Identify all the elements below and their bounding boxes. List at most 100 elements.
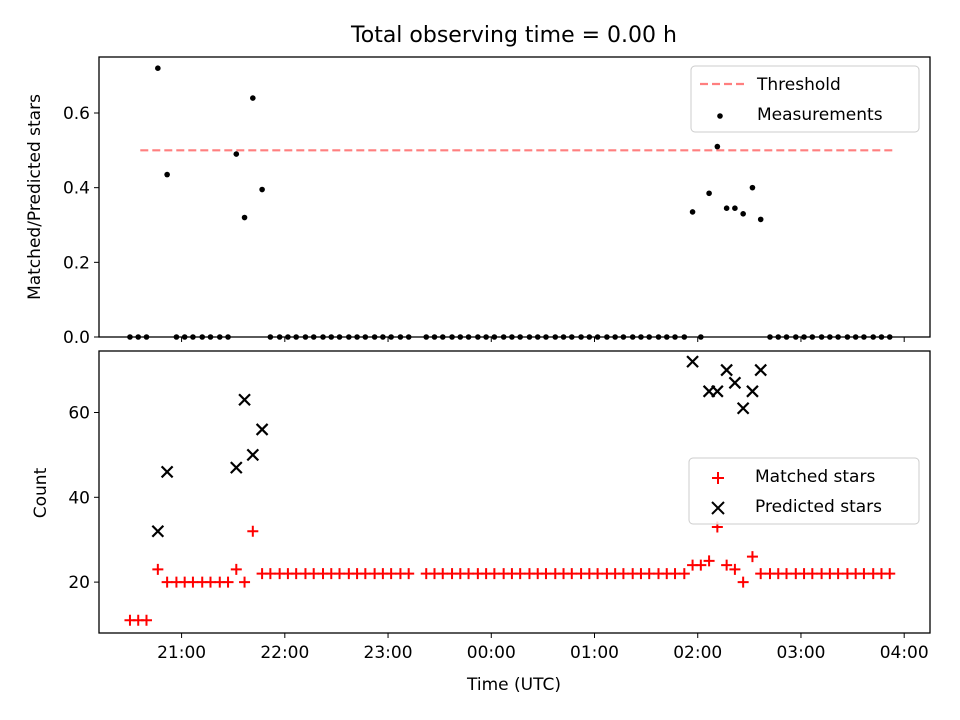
top-y-tick-label: 0.0 (63, 328, 90, 348)
predicted-stars-point (736, 401, 750, 415)
measurement-point (233, 151, 240, 157)
top-y-axis-label: Matched/Predicted stars (25, 94, 45, 300)
x-tick-label: 23:00 (364, 643, 413, 663)
matched-stars-point (403, 568, 415, 580)
matched-stars-legend-label: Matched stars (755, 467, 875, 487)
measurements-legend-label: Measurements (757, 105, 883, 125)
x-tick-label: 22:00 (260, 643, 309, 663)
bottom-y-tick-label: 40 (68, 488, 90, 508)
matched-stars-point (161, 576, 173, 588)
matched-stars-point (721, 559, 733, 571)
predicted-stars-legend-swatch (711, 501, 725, 515)
matched-stars-point (806, 568, 818, 580)
matched-stars-point (858, 568, 870, 580)
matched-stars-point (755, 568, 767, 580)
predicted-stars-point (246, 448, 260, 462)
bottom-legend: Matched stars Predicted stars (688, 457, 920, 525)
matched-stars-point (230, 563, 242, 575)
matched-stars-point (832, 568, 844, 580)
matched-stars-point (703, 555, 715, 567)
matched-stars-legend-swatch (712, 472, 724, 484)
predicted-stars-point (746, 385, 759, 398)
bottom-plot-area: 21:00 22:00 23:00 00:00 01:00 02:00 03:00 04:00… (68, 355, 929, 663)
matched-stars-point (152, 563, 164, 575)
matched-stars-point (247, 525, 259, 537)
x-tick-label: 04:00 (880, 643, 929, 663)
threshold-legend-label: Threshold (756, 75, 841, 95)
matched-stars-point (884, 568, 896, 580)
predicted-stars-point (728, 376, 742, 390)
predicted-stars-point (230, 461, 243, 474)
predicted-stars-point (255, 423, 269, 436)
predicted-stars-point (711, 385, 724, 398)
bottom-y-axis-label: Count (31, 467, 51, 518)
predicted-stars-point (754, 363, 767, 377)
matched-stars-point (746, 551, 758, 563)
matched-stars-point (617, 568, 629, 580)
measurement-point (714, 143, 721, 150)
matched-stars-point (566, 568, 578, 580)
x-axis-label: Time (UTC) (466, 675, 561, 695)
predicted-stars-point (686, 355, 699, 368)
measurements-legend-swatch (717, 113, 723, 119)
matched-stars-point (463, 568, 475, 580)
matched-stars-point (540, 568, 552, 580)
matched-stars-point (695, 559, 707, 571)
x-tick-label: 21:00 (157, 643, 206, 663)
matched-stars-point (729, 563, 741, 575)
top-axes-frame (98, 56, 931, 338)
measurement-point (689, 209, 696, 215)
measurement-point (749, 184, 756, 191)
chart-title: Total observing time = 0.00 h (350, 23, 677, 48)
top-y-tick-label: 0.4 (63, 179, 90, 199)
measurement-point (164, 171, 170, 178)
x-tick-label: 03:00 (776, 643, 825, 663)
predicted-stars-point (720, 363, 733, 377)
measurement-point (259, 186, 265, 193)
measurement-point (241, 214, 248, 221)
top-y-tick-label: 0.6 (63, 104, 90, 124)
matched-stars-point (140, 614, 152, 626)
matched-stars-point (264, 568, 276, 580)
predicted-stars-point (151, 524, 165, 538)
measurement-point (732, 205, 738, 211)
matched-stars-point (669, 568, 681, 580)
predicted-stars-point (238, 393, 251, 407)
matched-stars-point (737, 576, 749, 588)
measurement-point (740, 211, 746, 217)
bottom-y-tick-label: 20 (68, 573, 90, 593)
matched-stars-point (204, 576, 216, 588)
predicted-stars-legend-label: Predicted stars (755, 497, 882, 517)
bottom-y-tick-label: 60 (68, 403, 90, 423)
matched-stars-point (437, 568, 449, 580)
matched-stars-point (308, 568, 320, 580)
x-tick-label: 02:00 (673, 643, 722, 663)
matched-stars-point (359, 568, 371, 580)
matched-stars-point (643, 568, 655, 580)
matched-stars-point (222, 576, 234, 588)
measurement-point (723, 205, 730, 211)
x-tick-label: 01:00 (570, 643, 619, 663)
matched-stars-point (187, 576, 199, 588)
matched-stars-point (592, 568, 604, 580)
matched-stars-point (488, 568, 500, 580)
measurement-point (706, 190, 712, 197)
top-legend-box (690, 65, 920, 133)
measurement-point (250, 95, 256, 101)
top-legend: Threshold Measurements (690, 65, 920, 133)
matched-stars-point (385, 568, 397, 580)
matched-stars-point (334, 568, 346, 580)
top-y-tick-label: 0.2 (63, 253, 90, 273)
measurement-point (757, 216, 764, 223)
bottom-axes-frame (98, 350, 931, 634)
matched-stars-point (781, 568, 793, 580)
bottom-legend-box (688, 457, 920, 525)
predicted-stars-point (160, 465, 174, 479)
matched-stars-point (678, 568, 690, 580)
measurement-point (155, 65, 161, 71)
matched-stars-point (514, 568, 526, 580)
x-tick-label: 00:00 (467, 643, 516, 663)
matched-stars-point (290, 568, 302, 580)
matched-stars-point (239, 576, 251, 588)
